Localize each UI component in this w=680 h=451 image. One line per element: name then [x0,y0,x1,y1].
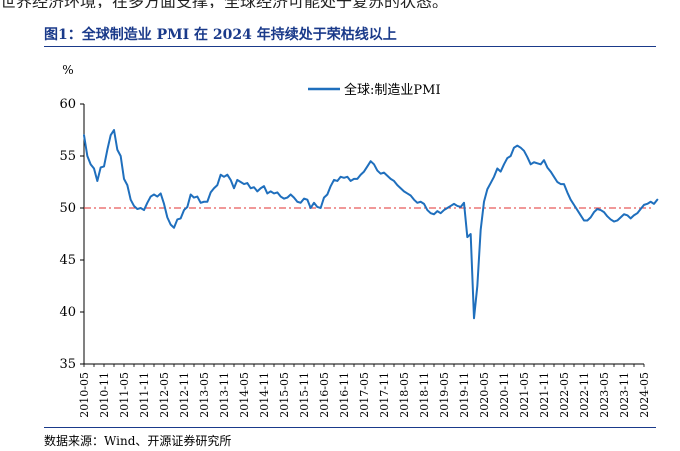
x-tick-label: 2015-05 [278,372,291,418]
y-tick-label: 50 [59,201,76,216]
source-note: 数据来源：Wind、开源证券研究所 [44,434,232,448]
x-tick-label: 2020-05 [478,372,491,418]
cut-off-paragraph-text: 世界经济环境，在多方面支撑，全球经济可能处于复苏的状态。 [0,0,680,8]
x-tick-label: 2012-05 [158,372,171,418]
title-rule [44,46,656,47]
x-tick-label: 2017-05 [358,372,371,418]
chart-title: 图1：全球制造业 PMI 在 2024 年持续处于荣枯线以上 [44,27,397,43]
y-tick-label: 45 [59,253,76,268]
y-tick-label: 40 [59,305,76,320]
x-tick-label: 2016-11 [338,372,351,418]
x-tick-label: 2021-11 [538,372,551,418]
axes-layer: % 35 40 45 50 55 60 2010-05 2010-11 2011-05 2011-1… [59,63,651,418]
x-tick-label: 2018-11 [418,372,431,418]
x-tick-label: 2013-11 [218,372,231,418]
x-tick-label: 2018-05 [398,372,411,418]
y-tick-label: 60 [59,97,76,112]
x-tick-label: 2015-11 [298,372,311,418]
x-tick-label: 2011-05 [118,372,131,418]
x-tick-label: 2010-11 [98,372,111,418]
x-tick-label: 2020-11 [498,372,511,418]
x-tick-label: 2016-05 [318,372,331,418]
x-tick-label: 2010-05 [78,372,91,418]
x-tick-label: 2023-05 [598,372,611,418]
legend-label: 全球:制造业PMI [344,82,441,98]
x-tick-label: 2022-05 [558,372,571,418]
x-tick-label: 2017-11 [378,372,391,418]
x-tick-label: 2019-05 [438,372,451,418]
y-tick-label: 35 [59,357,76,372]
x-tick-label: 2012-11 [178,372,191,418]
x-tick-label: 2024-05 [638,372,651,418]
x-tick-label: 2013-05 [198,372,211,418]
series-line-global-pmi [83,129,659,320]
x-tick-label: 2014-11 [258,372,271,418]
x-tick-label: 2022-11 [578,372,591,418]
y-axis-unit-label: % [62,63,73,77]
x-tick-label: 2021-05 [518,372,531,418]
x-tick-label: 2023-11 [618,372,631,418]
legend-layer: 全球:制造业PMI [308,82,441,98]
source-rule [44,427,656,428]
y-tick-label: 55 [59,149,76,164]
x-tick-label: 2014-05 [238,372,251,418]
series-layer [83,129,659,320]
x-tick-label: 2011-11 [138,372,151,418]
x-tick-label: 2019-11 [458,372,471,418]
